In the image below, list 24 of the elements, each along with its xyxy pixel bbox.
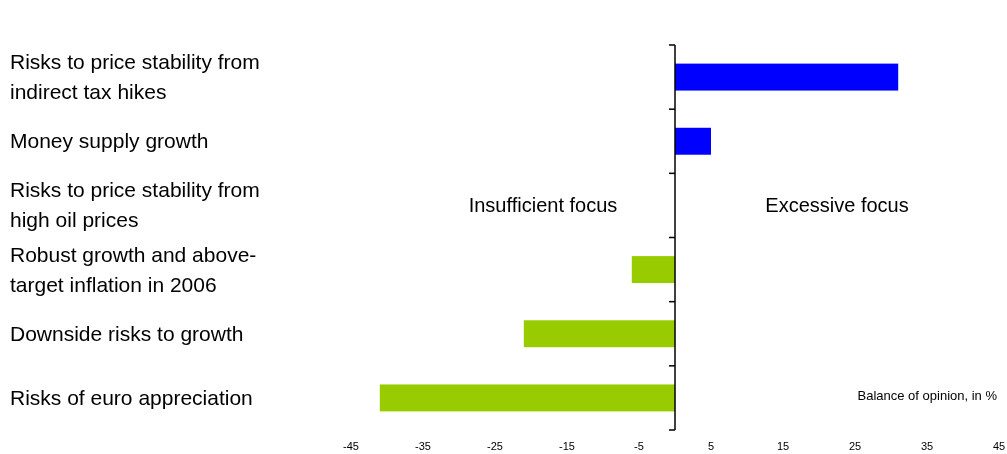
y-tick-label: Money supply growth bbox=[10, 129, 209, 153]
y-tick-label: Risks to price stability from indirect tax hikes bbox=[10, 50, 260, 104]
x-tick-label: -45 bbox=[343, 440, 359, 452]
annotation: Excessive focus bbox=[765, 194, 909, 217]
y-tick-label: Risks to price stability from high oil prices bbox=[10, 178, 260, 232]
bar bbox=[523, 320, 675, 348]
x-tick-label: 25 bbox=[848, 440, 862, 452]
annotation: Insufficient focus bbox=[468, 194, 618, 217]
x-tick-label: 45 bbox=[992, 440, 1006, 452]
y-tick-label: Risks of euro appreciation bbox=[10, 385, 253, 409]
bar bbox=[631, 256, 675, 284]
annotation: Balance of opinion, in % bbox=[857, 388, 998, 403]
bar bbox=[675, 63, 899, 91]
x-tick-label: 35 bbox=[920, 440, 934, 452]
x-tick-label: 15 bbox=[776, 440, 790, 452]
x-tick-label: -25 bbox=[487, 440, 503, 452]
x-tick-label: 5 bbox=[707, 440, 715, 452]
y-tick-label: Downside risks to growth bbox=[10, 321, 244, 345]
x-tick-label: -5 bbox=[634, 440, 644, 452]
bar bbox=[675, 127, 711, 155]
bar bbox=[379, 384, 675, 412]
x-tick-label: -15 bbox=[559, 440, 575, 452]
y-tick-label: Robust growth and above-target inflation in 2006 bbox=[10, 242, 257, 296]
x-tick-label: -35 bbox=[415, 440, 431, 452]
